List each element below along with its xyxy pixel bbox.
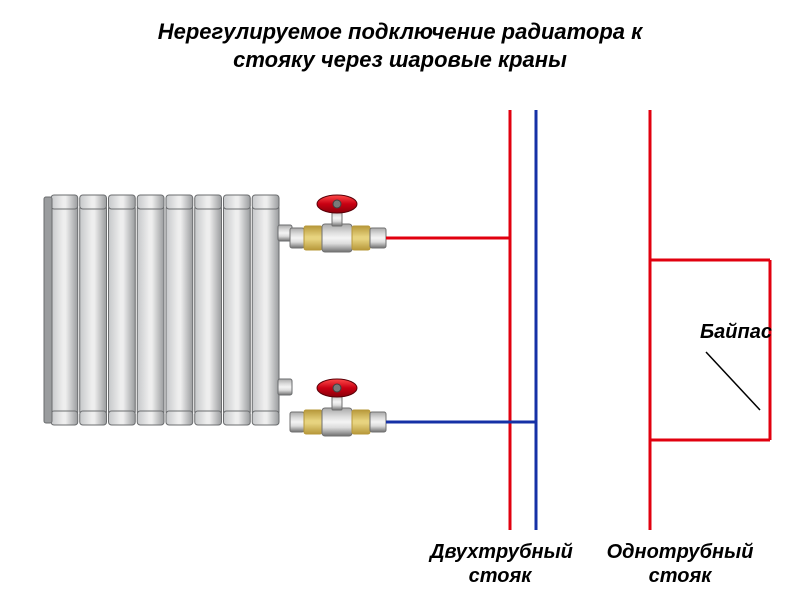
label-two-pipe: Двухтрубный стояк [430,540,570,588]
diagram-svg [0,0,800,606]
label-two-pipe-l1: Двухтрубный [430,541,573,563]
label-one-pipe-l2: стояк [649,565,712,587]
label-one-pipe-l1: Однотрубный [607,541,754,563]
label-two-pipe-l2: стояк [469,565,532,587]
label-bypass-text: Байпас [700,321,772,343]
label-bypass: Байпас [700,320,772,344]
label-one-pipe: Однотрубный стояк [600,540,760,588]
diagram-stage: Нерегулируемое подключение радиатора к с… [0,0,800,606]
